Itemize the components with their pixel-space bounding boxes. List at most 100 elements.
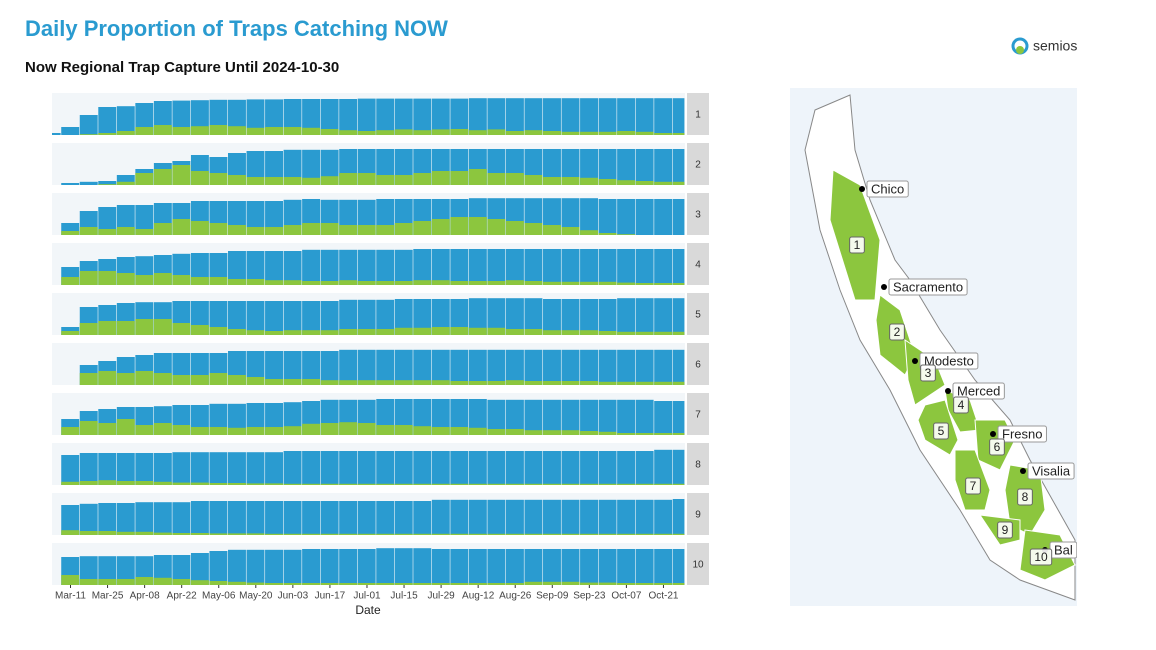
total-bar [635,549,654,585]
catch-bar [431,171,450,185]
total-bar [246,151,265,185]
catch-bar [580,483,599,485]
catch-bar [246,177,265,185]
catch-bar [339,329,358,335]
catch-bar [357,173,376,185]
catch-bar [580,330,599,335]
total-bar [543,149,561,185]
catch-bar [135,127,154,135]
total-bar [580,198,599,235]
catch-bar [635,433,654,435]
total-bar [617,98,636,135]
total-bar [283,149,302,185]
catch-bar [635,331,654,335]
total-bar [598,349,617,385]
total-bar [265,251,283,285]
catch-bar [543,430,561,435]
map: Chico Sacramento Modesto Merced Fresno Visali… [790,88,1077,606]
catch-bar [116,579,135,585]
total-bar [524,399,543,435]
city-label: Merced [957,383,1000,398]
catch-bar [190,580,209,585]
catch-bar [153,481,172,485]
catch-bar [302,379,321,385]
catch-bar [654,381,673,385]
catch-bar [505,329,524,335]
catch-bar [561,430,580,435]
total-bar [635,399,654,435]
total-bar [283,301,302,335]
catch-bar [283,225,302,235]
catch-bar [320,483,339,485]
total-bar [617,298,636,335]
strip [687,493,709,535]
catch-bar [376,583,395,585]
total-bar [265,351,283,385]
catch-bar [635,181,654,185]
catch-bar [283,330,302,335]
catch-bar [394,223,413,235]
catch-bar [394,327,413,335]
total-bar [265,99,283,135]
total-bar [617,149,636,185]
total-bar [172,100,191,135]
total-bar [357,501,376,535]
catch-bar [413,173,432,185]
total-bar [487,451,506,485]
catch-bar [617,381,636,385]
catch-bar [265,583,283,585]
catch-bar [153,373,172,385]
catch-bar [98,371,117,385]
catch-bar [635,283,654,285]
total-bar [561,299,580,335]
total-bar [283,251,302,285]
total-bar [635,499,654,535]
catch-bar [228,225,246,235]
catch-bar [413,327,432,335]
catch-bar [524,533,543,535]
catch-bar [79,579,98,585]
catch-bar [543,581,561,585]
total-bar [505,249,524,285]
total-bar [190,452,209,485]
catch-bar [524,130,543,135]
catch-bar [228,126,246,135]
total-bar [580,249,599,285]
catch-bar [635,583,654,585]
total-bar [654,298,673,335]
region-label: 3 [925,366,932,380]
total-bar [246,251,265,285]
catch-bar [505,533,524,535]
total-bar [302,549,321,585]
catch-bar [209,125,228,135]
catch-bar [505,131,524,135]
total-bar [302,351,321,385]
total-bar [524,298,543,335]
total-bar [357,349,376,385]
catch-bar [617,282,636,285]
catch-bar [543,330,561,335]
catch-bar [450,427,469,435]
catch-bar [79,134,98,135]
catch-bar [228,533,246,535]
catch-bar [450,327,469,335]
catch-bar [598,533,617,535]
catch-bar [376,483,395,485]
total-bar [617,249,636,285]
catch-bar [413,533,432,535]
catch-bar [302,583,321,585]
city-label-box [1027,462,1075,480]
region-label: 7 [970,479,977,493]
catch-bar [153,125,172,135]
total-bar [598,299,617,335]
catch-bar [61,277,80,285]
total-bar [265,501,283,535]
catch-bar [209,223,228,235]
strip [687,393,709,435]
total-bar [543,299,561,335]
region-label-box [849,236,865,254]
catch-bar [468,327,487,335]
total-bar [394,548,413,585]
catch-bar [672,533,685,535]
region-label-box [953,396,969,414]
